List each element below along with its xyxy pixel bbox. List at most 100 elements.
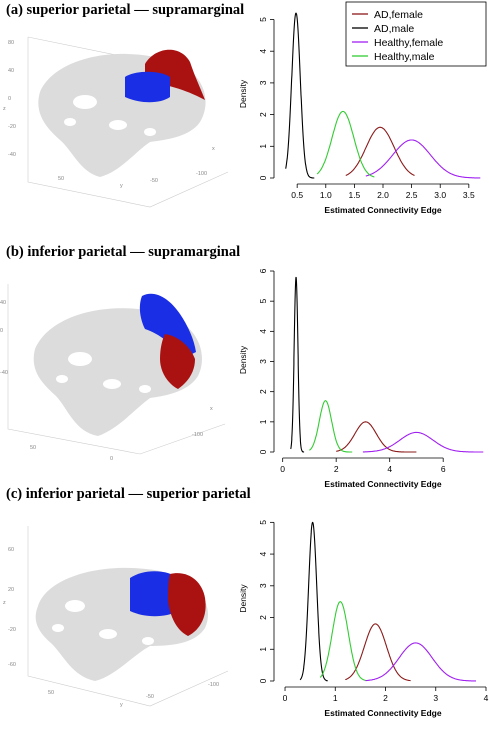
y-tick-label: 1 xyxy=(258,647,268,652)
axis-name: z xyxy=(3,106,6,112)
x-tick-label: 4 xyxy=(387,464,392,474)
axis-tick: 60 xyxy=(8,547,14,553)
axis-tick: 50 xyxy=(48,690,54,696)
y-tick-label: 2 xyxy=(258,615,268,620)
density-curve-ad-female xyxy=(345,126,415,176)
x-tick-label: 3.0 xyxy=(434,190,446,200)
density-curve-ad-female xyxy=(336,421,417,453)
axis-name: y xyxy=(120,183,123,189)
brain-render: 60 20 z -20 -60 y 50 -50 -100 xyxy=(3,526,229,708)
axis-tick: -100 xyxy=(192,432,203,438)
y-tick-label: 4 xyxy=(258,551,268,556)
axis-tick: 20 xyxy=(8,587,14,593)
panel-a: (a) superior parietal — supramarginal 80… xyxy=(0,0,489,240)
y-tick-label: 3 xyxy=(258,80,268,85)
y-tick-label: 6 xyxy=(258,268,268,273)
x-axis-label: Estimated Connectivity Edge xyxy=(324,708,441,718)
density-curve-healthy-female xyxy=(365,139,481,179)
density-curve-healthy-female xyxy=(365,642,476,682)
axis-tick: 80 xyxy=(8,40,14,46)
x-tick-label: 1 xyxy=(333,693,338,703)
legend-label: Healthy,male xyxy=(374,51,435,63)
axis-tick: -40 xyxy=(0,370,8,376)
density-curve-healthy-male xyxy=(319,601,366,681)
y-tick-label: 5 xyxy=(258,520,268,525)
axis-tick: -100 xyxy=(208,682,219,688)
density-chart: 0.5 1.0 1.5 2.0 2.5 3.0 3.5 0 1 2 3 4 5 Estimated Con… xyxy=(238,1,487,215)
brain-render: 40 0 -40 50 0 -100 x xyxy=(0,284,226,462)
axis-tick: -100 xyxy=(196,171,207,177)
axis-tick: 0 xyxy=(0,328,3,334)
region-blue xyxy=(130,571,178,617)
x-tick-label: 4 xyxy=(484,693,489,703)
panel-c: (c) inferior parietal — superior parieta… xyxy=(0,486,489,736)
axis-tick: -40 xyxy=(8,152,16,158)
legend-label: AD,male xyxy=(374,23,414,35)
x-tick-label: 0 xyxy=(283,693,288,703)
density-curve-healthy-male xyxy=(309,400,353,453)
density-curve-ad-male xyxy=(285,12,315,179)
axis-tick: 50 xyxy=(30,445,36,451)
x-tick-label: 2 xyxy=(383,693,388,703)
x-axis-label: Estimated Connectivity Edge xyxy=(324,479,441,489)
y-axis-label: Density xyxy=(238,79,248,108)
brain-surface xyxy=(33,308,202,436)
axis-tick: -50 xyxy=(146,694,154,700)
y-tick-label: 5 xyxy=(258,17,268,22)
panel-title: (b) inferior parietal — supramarginal xyxy=(6,244,241,260)
density-curve-ad-male xyxy=(290,276,305,453)
legend-label: AD,female xyxy=(374,9,423,21)
x-tick-label: 3 xyxy=(433,693,438,703)
axis-tick: 40 xyxy=(8,68,14,74)
axis-tick: 0 xyxy=(8,96,11,102)
x-tick-label: 1.0 xyxy=(320,190,332,200)
density-curve-healthy-male xyxy=(316,110,375,178)
y-tick-label: 1 xyxy=(258,144,268,149)
axis-tick: -60 xyxy=(8,662,16,668)
axis-name: y xyxy=(120,702,123,708)
density-curve-ad-male xyxy=(299,521,328,682)
legend: AD,female AD,male Healthy,female Healthy,ma… xyxy=(345,1,487,67)
legend-box xyxy=(345,1,487,67)
y-tick-label: 0 xyxy=(258,678,268,683)
region-red xyxy=(168,573,206,636)
brain-axes xyxy=(27,526,229,707)
y-tick-label: 1 xyxy=(258,419,268,424)
x-tick-label: 3.5 xyxy=(463,190,475,200)
x-tick-label: 1.5 xyxy=(348,190,360,200)
y-tick-label: 4 xyxy=(258,329,268,334)
axis-tick: 50 xyxy=(58,176,64,182)
axis-tick: -20 xyxy=(8,124,16,130)
panel-title: (a) superior parietal — supramarginal xyxy=(6,2,245,18)
y-axis-label: Density xyxy=(238,345,248,374)
y-tick-label: 2 xyxy=(258,112,268,117)
y-tick-label: 0 xyxy=(258,449,268,454)
axis-tick: -20 xyxy=(8,627,16,633)
y-tick-label: 0 xyxy=(258,175,268,180)
axis-name: x xyxy=(210,406,213,412)
y-tick-label: 4 xyxy=(258,49,268,54)
legend-label: Healthy,female xyxy=(374,37,443,49)
region-red xyxy=(145,49,205,100)
x-tick-label: 0.5 xyxy=(291,190,303,200)
chart-axes xyxy=(270,270,444,462)
axis-tick: -50 xyxy=(150,178,158,184)
density-curve-ad-female xyxy=(345,623,411,682)
region-blue xyxy=(125,71,170,103)
axis-name: x xyxy=(212,146,215,152)
chart-axes xyxy=(270,521,487,691)
brain-axis-labels: 60 20 z -20 -60 y 50 -50 -100 xyxy=(3,547,219,708)
brain-axes xyxy=(7,284,226,455)
y-axis-label: Density xyxy=(238,584,248,613)
x-tick-label: 6 xyxy=(441,464,446,474)
brain-axis-labels: 80 40 0 -20 -40 z y x 50 -50 -100 xyxy=(3,40,215,189)
x-tick-label: 2 xyxy=(334,464,339,474)
brain-axis-labels: 40 0 -40 50 0 -100 x xyxy=(0,300,213,462)
x-tick-label: 2.5 xyxy=(406,190,418,200)
panel-title: (c) inferior parietal — superior parieta… xyxy=(6,486,251,502)
region-red xyxy=(160,334,195,389)
y-tick-label: 3 xyxy=(258,359,268,364)
y-tick-label: 5 xyxy=(258,299,268,304)
x-tick-label: 0 xyxy=(280,464,285,474)
